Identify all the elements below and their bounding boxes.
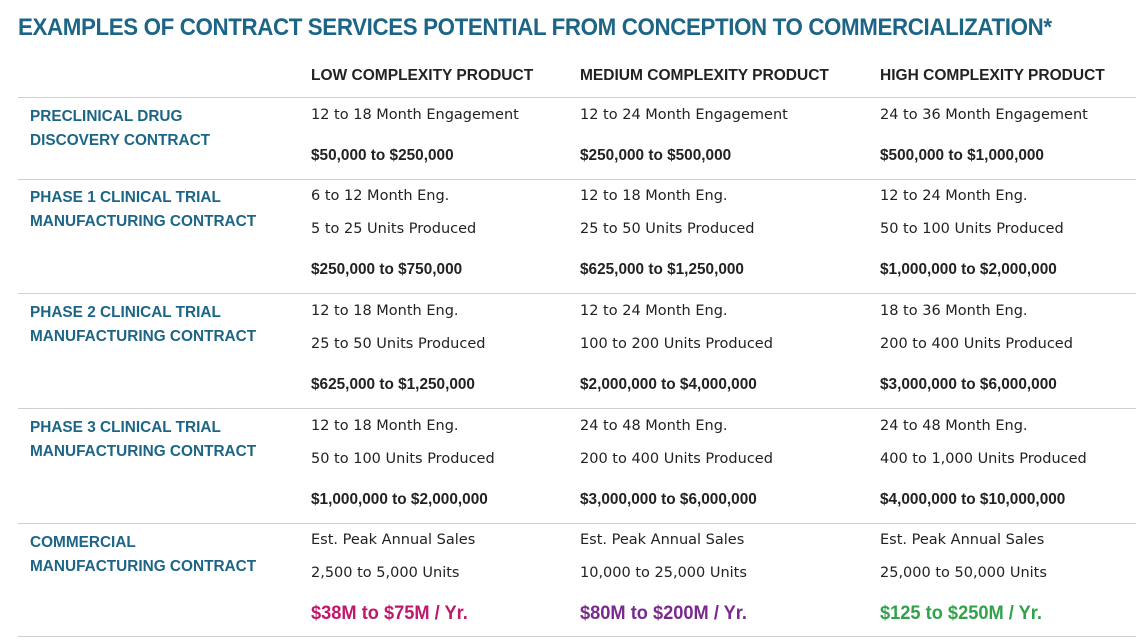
row-divider bbox=[18, 636, 1136, 637]
cell-engagement: 12 to 24 Month Engagement bbox=[580, 107, 788, 123]
cell-amount-commercial-medium: $80M to $200M / Yr. bbox=[580, 603, 747, 624]
row-label-phase-1: PHASE 1 CLINICAL TRIAL MANUFACTURING CON… bbox=[30, 186, 256, 234]
row-divider bbox=[18, 179, 1136, 180]
cell-engagement: Est. Peak Annual Sales bbox=[880, 532, 1045, 548]
cell-units: 10,000 to 25,000 Units bbox=[580, 565, 747, 581]
cell-engagement: 12 to 18 Month Engagement bbox=[311, 107, 519, 123]
cell-amount: $250,000 to $500,000 bbox=[580, 147, 732, 164]
cell-amount-commercial-high: $125 to $250M / Yr. bbox=[880, 603, 1042, 624]
cell-units: 200 to 400 Units Produced bbox=[880, 336, 1073, 352]
row-label-preclinical: PRECLINICAL DRUG DISCOVERY CONTRACT bbox=[30, 105, 210, 153]
cell-amount: $1,000,000 to $2,000,000 bbox=[311, 491, 488, 508]
row-divider bbox=[18, 97, 1136, 98]
cell-engagement: 12 to 24 Month Eng. bbox=[880, 188, 1028, 204]
cell-units: 100 to 200 Units Produced bbox=[580, 336, 773, 352]
cell-engagement: 24 to 48 Month Eng. bbox=[580, 418, 728, 434]
row-label-phase-3: PHASE 3 CLINICAL TRIAL MANUFACTURING CON… bbox=[30, 416, 256, 464]
row-divider bbox=[18, 523, 1136, 524]
row-label-commercial: COMMERCIAL MANUFACTURING CONTRACT bbox=[30, 531, 256, 579]
cell-engagement: 12 to 18 Month Eng. bbox=[580, 188, 728, 204]
cell-amount: $3,000,000 to $6,000,000 bbox=[580, 491, 757, 508]
cell-units: 200 to 400 Units Produced bbox=[580, 451, 773, 467]
row-label-line: PHASE 1 CLINICAL TRIAL bbox=[30, 189, 221, 206]
cell-amount: $1,000,000 to $2,000,000 bbox=[880, 261, 1057, 278]
row-divider bbox=[18, 408, 1136, 409]
cell-engagement: Est. Peak Annual Sales bbox=[311, 532, 476, 548]
row-label-line: MANUFACTURING CONTRACT bbox=[30, 328, 257, 345]
cell-engagement: 12 to 18 Month Eng. bbox=[311, 303, 459, 319]
cell-engagement: 18 to 36 Month Eng. bbox=[880, 303, 1028, 319]
cell-amount: $500,000 to $1,000,000 bbox=[880, 147, 1044, 164]
cell-amount: $2,000,000 to $4,000,000 bbox=[580, 376, 757, 393]
cell-units: 5 to 25 Units Produced bbox=[311, 221, 477, 237]
row-divider bbox=[18, 293, 1136, 294]
row-label-line: PRECLINICAL DRUG bbox=[30, 108, 183, 125]
row-label-line: PHASE 3 CLINICAL TRIAL bbox=[30, 419, 221, 436]
row-label-line: MANUFACTURING CONTRACT bbox=[30, 443, 257, 460]
row-label-phase-2: PHASE 2 CLINICAL TRIAL MANUFACTURING CON… bbox=[30, 301, 256, 349]
cell-units: 25 to 50 Units Produced bbox=[580, 221, 755, 237]
column-header-high: HIGH COMPLEXITY PRODUCT bbox=[880, 67, 1105, 84]
row-label-line: MANUFACTURING CONTRACT bbox=[30, 213, 257, 230]
cell-units: 400 to 1,000 Units Produced bbox=[880, 451, 1087, 467]
row-label-line: DISCOVERY CONTRACT bbox=[30, 132, 211, 149]
cell-amount: $50,000 to $250,000 bbox=[311, 147, 454, 164]
cell-amount: $625,000 to $1,250,000 bbox=[311, 376, 475, 393]
cell-amount: $3,000,000 to $6,000,000 bbox=[880, 376, 1057, 393]
cell-units: 50 to 100 Units Produced bbox=[311, 451, 495, 467]
row-label-line: COMMERCIAL bbox=[30, 534, 136, 551]
column-header-low: LOW COMPLEXITY PRODUCT bbox=[311, 67, 534, 84]
cell-engagement: 24 to 48 Month Eng. bbox=[880, 418, 1028, 434]
cell-amount: $4,000,000 to $10,000,000 bbox=[880, 491, 1066, 508]
row-label-line: MANUFACTURING CONTRACT bbox=[30, 558, 257, 575]
cell-units: 25,000 to 50,000 Units bbox=[880, 565, 1047, 581]
cell-engagement: 12 to 24 Month Eng. bbox=[580, 303, 728, 319]
cell-engagement: Est. Peak Annual Sales bbox=[580, 532, 745, 548]
column-header-medium: MEDIUM COMPLEXITY PRODUCT bbox=[580, 67, 829, 84]
cell-amount: $625,000 to $1,250,000 bbox=[580, 261, 744, 278]
cell-amount: $250,000 to $750,000 bbox=[311, 261, 463, 278]
cell-engagement: 24 to 36 Month Engagement bbox=[880, 107, 1088, 123]
cell-engagement: 12 to 18 Month Eng. bbox=[311, 418, 459, 434]
page-title: EXAMPLES OF CONTRACT SERVICES POTENTIAL … bbox=[18, 14, 1052, 41]
cell-engagement: 6 to 12 Month Eng. bbox=[311, 188, 450, 204]
row-label-line: PHASE 2 CLINICAL TRIAL bbox=[30, 304, 221, 321]
cell-units: 25 to 50 Units Produced bbox=[311, 336, 486, 352]
cell-units: 50 to 100 Units Produced bbox=[880, 221, 1064, 237]
cell-amount-commercial-low: $38M to $75M / Yr. bbox=[311, 603, 468, 624]
cell-units: 2,500 to 5,000 Units bbox=[311, 565, 460, 581]
